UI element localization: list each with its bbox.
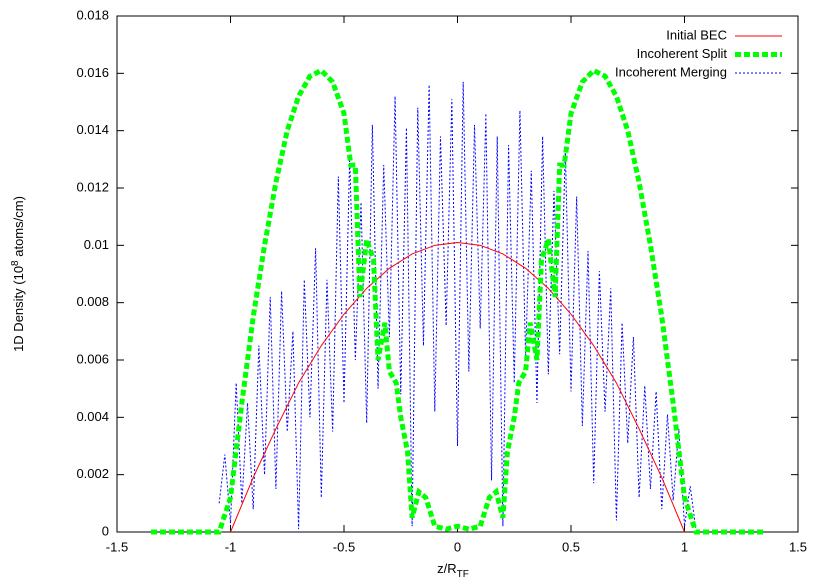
y-tick-label: 0.012 [76, 179, 109, 194]
y-tick-label: 0.01 [84, 237, 109, 252]
series-line [151, 67, 764, 535]
y-tick-label: 0.014 [76, 122, 109, 137]
x-tick-label: 0.5 [562, 539, 580, 554]
x-tick-label: -1 [225, 539, 237, 554]
x-tick-label: 0 [454, 539, 461, 554]
legend-label: Initial BEC [666, 27, 727, 42]
x-axis-label: z/RTF [437, 561, 469, 579]
y-axis-label-rest: atoms/cm) [11, 196, 26, 260]
y-tick-label: 0.016 [76, 65, 109, 80]
y-axis-label-sup: 8 [10, 260, 21, 266]
series-line [230, 241, 685, 533]
y-tick-label: 0.018 [76, 7, 109, 22]
y-axis-label: 1D Density (108 atoms/cm) [10, 196, 27, 352]
y-tick-label: 0.006 [76, 351, 109, 366]
plot-frame [116, 15, 799, 533]
y-tick-label: 0 [102, 523, 109, 538]
x-tick-label: -1.5 [106, 539, 128, 554]
x-tick-label: 1.5 [789, 539, 807, 554]
x-tick-label: 1 [681, 539, 688, 554]
x-axis-label-sub: TF [457, 569, 469, 580]
y-tick-label: 0.002 [76, 466, 109, 481]
legend-label: Incoherent Merging [615, 64, 727, 79]
series-line [218, 81, 697, 530]
legend-label: Incoherent Split [637, 46, 728, 61]
y-tick-label: 0.004 [76, 409, 109, 424]
y-tick-label: 0.008 [76, 294, 109, 309]
x-tick-label: -0.5 [333, 539, 355, 554]
x-axis-label-main: z/R [437, 561, 457, 576]
y-axis-label-main: 1D Density (10 [11, 266, 26, 352]
